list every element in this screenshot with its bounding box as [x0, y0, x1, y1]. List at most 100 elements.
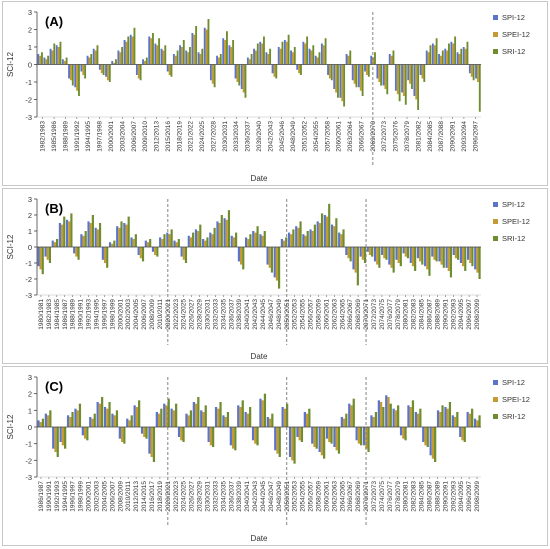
bar-spi-12 [436, 410, 440, 427]
bar-spei-12 [328, 64, 331, 79]
bar-spei-12 [162, 50, 165, 65]
bar-spei-12 [476, 64, 479, 82]
legend-label: SPI-12 [502, 13, 525, 22]
bar-spi-12 [456, 52, 459, 65]
bar-spi-12 [94, 227, 97, 247]
bar-spei-12 [469, 247, 472, 263]
bar-spi-12 [413, 64, 416, 96]
bar-spi-12 [438, 54, 440, 65]
legend-swatch [493, 15, 498, 20]
bar-spei-12 [61, 427, 65, 446]
bar-spei-12 [261, 43, 264, 65]
bar-sri-12 [448, 43, 450, 65]
bar-spei-12 [376, 247, 379, 265]
bar-spei-12 [298, 64, 301, 74]
bar-spei-12 [128, 420, 131, 427]
bar-spei-12 [290, 234, 293, 247]
bar-sri-12 [337, 64, 339, 98]
bar-spei-12 [359, 64, 362, 91]
bar-spi-12 [352, 247, 355, 270]
x-tick-label: 2088/2089 [434, 481, 441, 512]
bar-spi-12 [325, 427, 329, 439]
x-tick-label: 2084/2085 [419, 299, 426, 330]
x-tick-label: 2072/2073 [371, 299, 378, 330]
bar-sri-12 [360, 427, 363, 446]
bar-sri-12 [464, 247, 467, 271]
bar-spei-12 [180, 47, 183, 65]
x-tick-label: 2093/2094 [461, 121, 468, 152]
bar-spi-12 [151, 247, 155, 252]
bar-sri-12 [189, 410, 193, 427]
y-tick-label: 1 [28, 43, 32, 52]
bar-spei-12 [261, 400, 264, 427]
bar-spi-12 [222, 38, 225, 65]
bar-sri-12 [345, 413, 348, 427]
bar-spi-12 [296, 64, 299, 70]
bar-spei-12 [193, 34, 196, 65]
bar-spi-12 [330, 224, 334, 247]
bar-spi-12 [382, 64, 385, 86]
bar-spei-12 [230, 47, 233, 65]
bar-spei-12 [157, 413, 161, 427]
bar-sri-12 [256, 226, 259, 247]
bar-spi-12 [452, 247, 455, 255]
bar-spi-12 [323, 215, 326, 247]
bar-spi-12 [327, 64, 329, 75]
y-tick-label: -3 [25, 291, 32, 300]
y-tick-label: 2 [28, 211, 32, 220]
bar-sri-12 [263, 36, 265, 65]
bar-sri-12 [164, 45, 167, 65]
bar-spei-12 [433, 45, 436, 65]
bar-sri-12 [106, 247, 109, 268]
x-tick-label: 2036/2037 [245, 121, 252, 152]
bar-spi-12 [170, 408, 173, 427]
bar-spei-12 [291, 427, 294, 461]
bar-sri-12 [308, 408, 311, 427]
bar-spi-12 [266, 417, 269, 427]
bar-spi-12 [274, 427, 277, 451]
bar-sri-12 [127, 216, 130, 247]
x-tick-label: 2028/2029 [197, 481, 204, 512]
bar-spei-12 [248, 59, 251, 65]
x-tick-label: 2002/2003 [94, 481, 101, 512]
bar-spei-12 [39, 422, 42, 427]
bar-spei-12 [111, 243, 114, 247]
bar-spi-12 [52, 427, 55, 449]
bar-spei-12 [409, 407, 412, 427]
bar-spi-12 [230, 235, 233, 247]
bar-sri-12 [270, 247, 273, 273]
bar-sri-12 [127, 36, 130, 65]
bar-sri-12 [281, 41, 284, 65]
x-tick-label: 2000/2001 [108, 121, 115, 152]
x-tick-label: 2018/2019 [157, 481, 164, 512]
bar-sri-12 [263, 231, 266, 247]
bar-spei-12 [462, 247, 465, 267]
x-tick-label: 2042/2043 [267, 121, 274, 152]
bar-spei-12 [283, 408, 287, 427]
bar-spei-12 [106, 408, 109, 427]
x-tick-label: 2046/2047 [268, 481, 275, 512]
bar-sri-12 [170, 229, 173, 247]
x-tick-label: 2042/2043 [252, 481, 259, 512]
bar-sri-12 [285, 237, 288, 247]
bar-sri-12 [212, 427, 215, 447]
bar-spi-12 [467, 247, 470, 260]
bar-spei-12 [53, 242, 56, 247]
x-tick-label: 2082/2083 [411, 481, 418, 512]
bar-sri-12 [471, 247, 474, 267]
bar-spi-12 [166, 232, 169, 247]
bar-sri-12 [463, 427, 466, 442]
x-tick-label: 2054/2055 [313, 121, 320, 152]
bar-spi-12 [265, 52, 268, 65]
x-tick-label: 2052/2053 [292, 299, 299, 330]
bar-spei-12 [354, 247, 357, 273]
bar-spi-12 [392, 408, 395, 427]
bar-spei-12 [268, 418, 272, 427]
bar-spi-12 [148, 427, 151, 454]
bar-spei-12 [125, 41, 128, 65]
bar-spei-12 [146, 242, 150, 247]
bar-spi-12 [137, 247, 140, 255]
bar-spi-12 [318, 427, 321, 452]
bar-sri-12 [349, 50, 352, 65]
